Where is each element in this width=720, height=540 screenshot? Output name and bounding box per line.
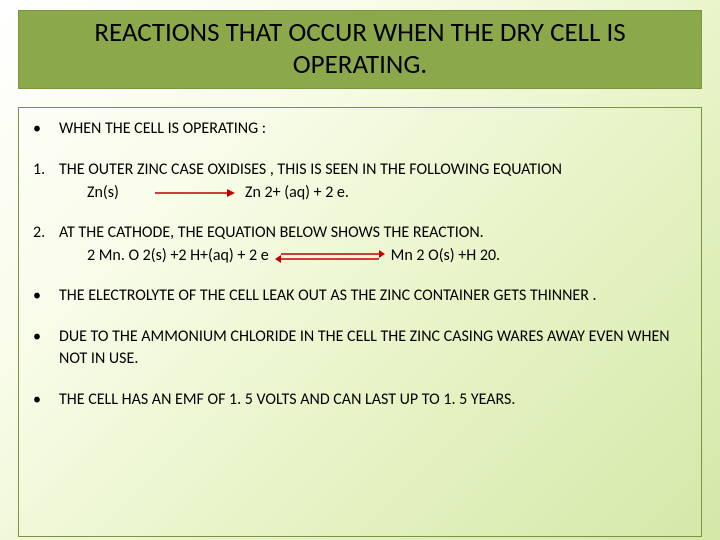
number-marker: 1. <box>33 159 59 181</box>
equation-right: Mn 2 O(s) +H 20. <box>391 246 500 265</box>
bullet-marker: • <box>33 389 59 411</box>
list-item: 1. THE OUTER ZINC CASE OXIDISES , THIS I… <box>33 159 687 202</box>
list-item: • DUE TO THE AMMONIUM CHLORIDE IN THE CE… <box>33 326 687 369</box>
equilibrium-arrow-icon <box>275 246 385 265</box>
item-text: THE CELL HAS AN EMF OF 1. 5 VOLTS AND CA… <box>59 389 687 411</box>
equation-left: Zn(s) <box>87 183 145 202</box>
bullet-marker: • <box>33 285 59 307</box>
equation-left: 2 Mn. O 2(s) +2 H+(aq) + 2 e <box>87 246 269 265</box>
item-text: DUE TO THE AMMONIUM CHLORIDE IN THE CELL… <box>59 326 687 369</box>
list-item: • WHEN THE CELL IS OPERATING : <box>33 118 687 140</box>
title-container: REACTIONS THAT OCCUR WHEN THE DRY CELL I… <box>18 10 702 89</box>
equation-right: Zn 2+ (aq) + 2 e. <box>245 183 349 202</box>
page-title: REACTIONS THAT OCCUR WHEN THE DRY CELL I… <box>29 17 691 82</box>
equation-1: Zn(s) Zn 2+ (aq) + 2 e. <box>33 183 687 202</box>
item-text: AT THE CATHODE, THE EQUATION BELOW SHOWS… <box>59 222 687 244</box>
content-container: • WHEN THE CELL IS OPERATING : 1. THE OU… <box>18 107 702 537</box>
list-item: 2. AT THE CATHODE, THE EQUATION BELOW SH… <box>33 222 687 265</box>
item-text: THE ELECTROLYTE OF THE CELL LEAK OUT AS … <box>59 285 687 307</box>
number-marker: 2. <box>33 222 59 244</box>
bullet-marker: • <box>33 326 59 348</box>
bullet-marker: • <box>33 118 59 140</box>
list-item: • THE ELECTROLYTE OF THE CELL LEAK OUT A… <box>33 285 687 307</box>
forward-arrow-icon <box>155 183 235 202</box>
list-item: • THE CELL HAS AN EMF OF 1. 5 VOLTS AND … <box>33 389 687 411</box>
equation-2: 2 Mn. O 2(s) +2 H+(aq) + 2 e Mn 2 O(s) +… <box>33 246 687 265</box>
item-text: THE OUTER ZINC CASE OXIDISES , THIS IS S… <box>59 159 687 181</box>
item-text: WHEN THE CELL IS OPERATING : <box>59 118 687 140</box>
